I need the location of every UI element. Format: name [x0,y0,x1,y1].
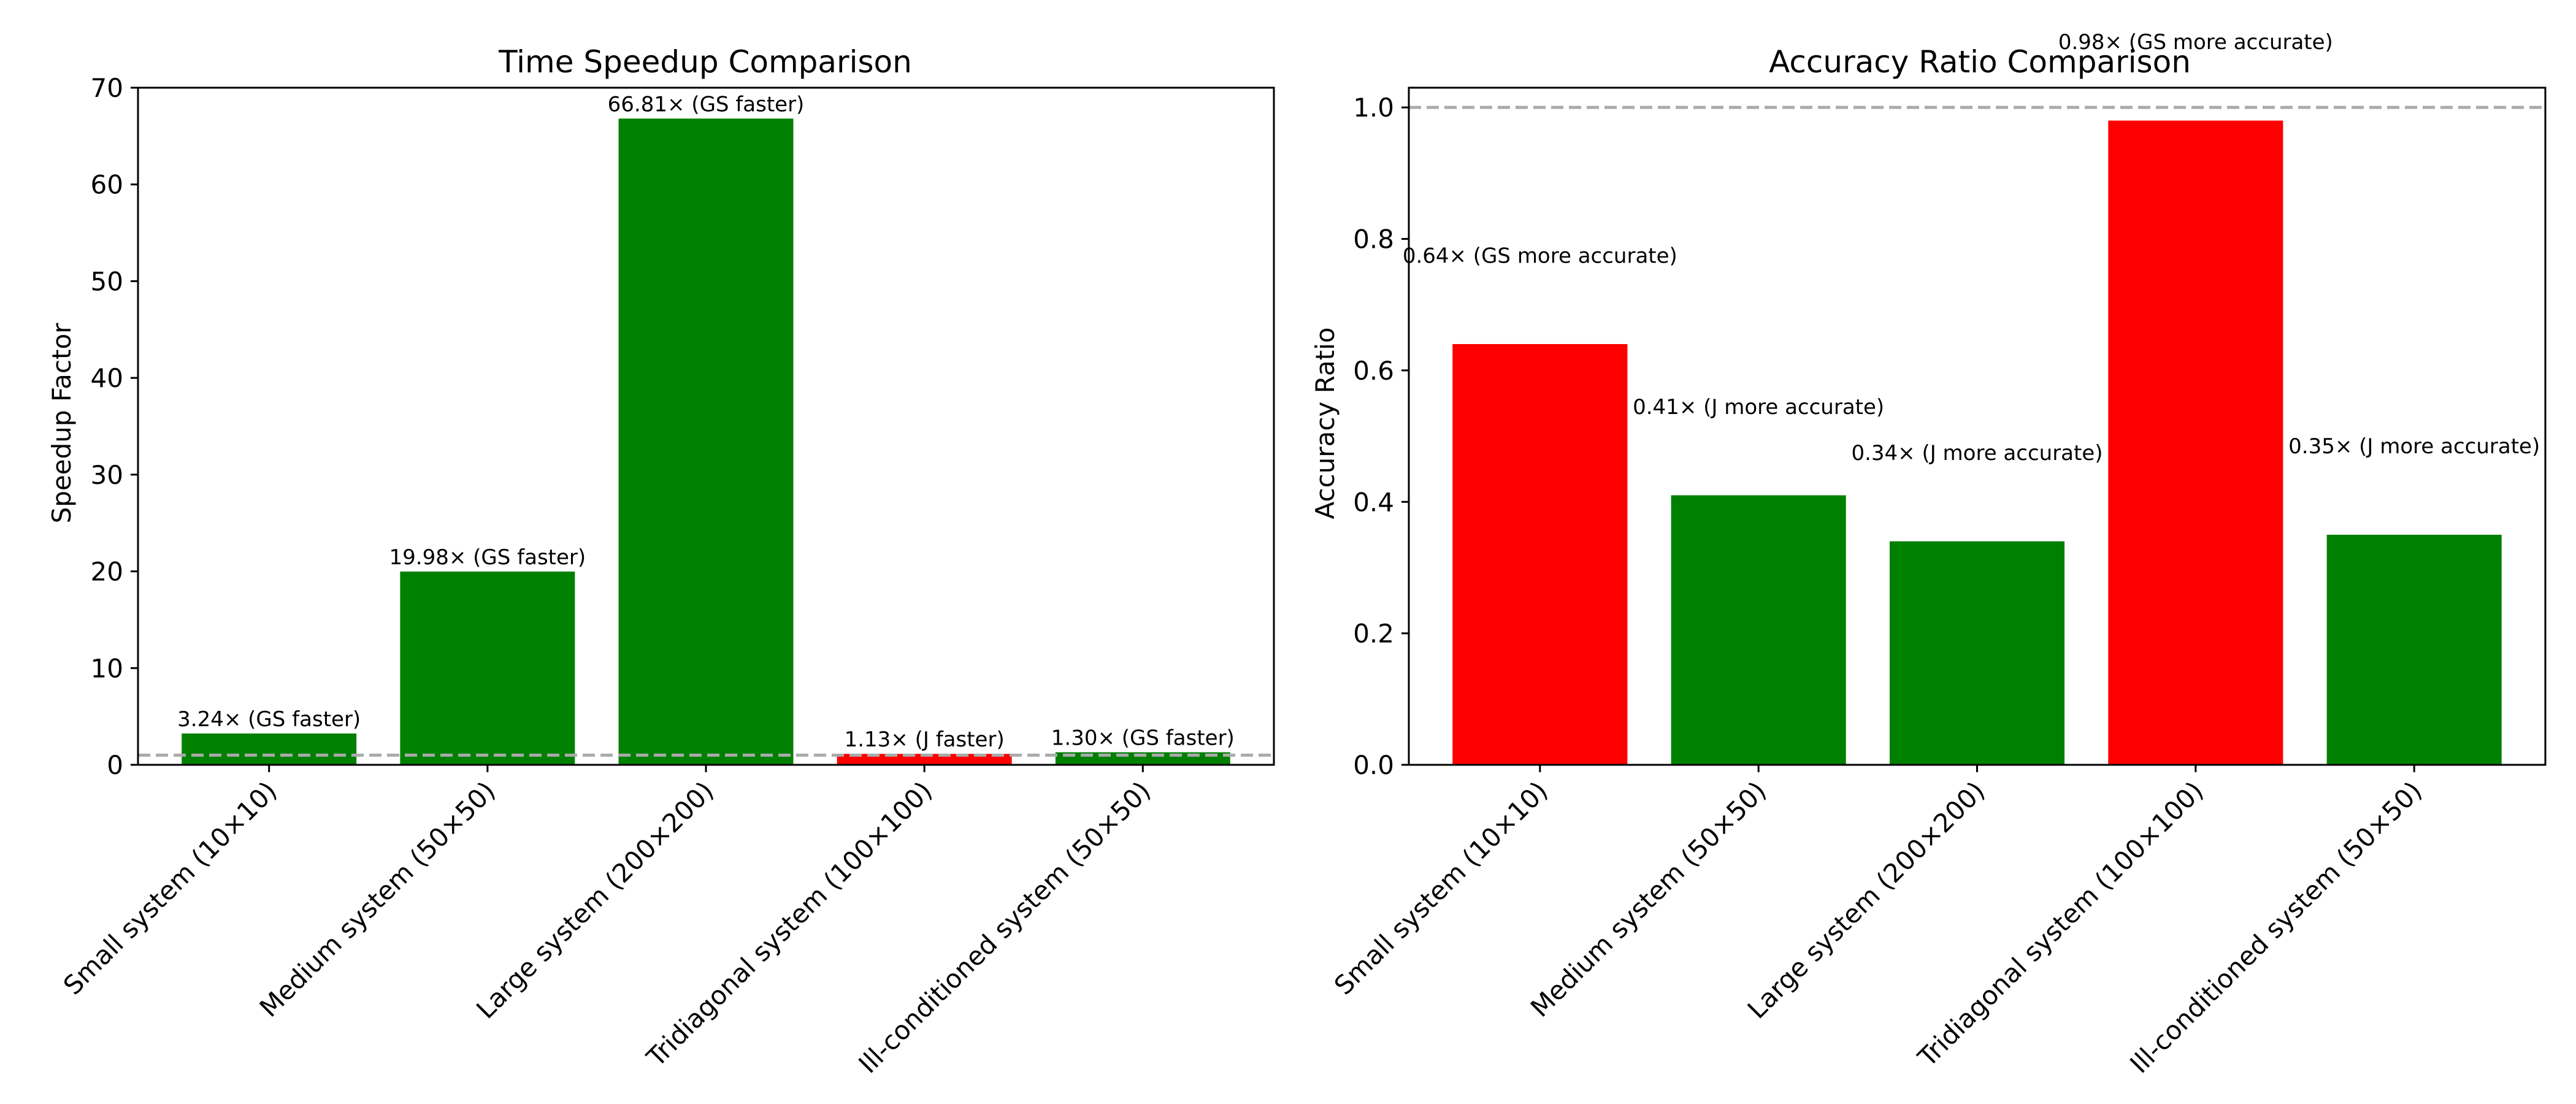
speedup-bar-1 [182,733,357,765]
speedup-y-tick-label: 60 [91,170,123,200]
accuracy-bar-3 [1889,541,2065,765]
speedup-bar-3 [618,118,794,765]
speedup-y-tick-label: 50 [91,266,123,296]
accuracy-y-tick-label: 0.6 [1353,356,1394,386]
accuracy-y-tick-label: 0.0 [1353,750,1394,780]
speedup-y-tick-label: 30 [91,460,123,490]
speedup-data-label-1: 3.24× (GS faster) [177,707,361,732]
speedup-y-tick-label: 20 [91,557,123,587]
accuracy-data-label-3: 0.34× (J more accurate) [1851,441,2103,466]
accuracy-bar-2 [1671,495,1846,765]
speedup-y-tick-label: 70 [91,73,123,103]
speedup-y-tick-label: 0 [107,750,123,780]
speedup-data-label-4: 1.13× (J faster) [845,727,1005,752]
accuracy-data-label-1: 0.64× (GS more accurate) [1403,243,1677,268]
accuracy-data-label-2: 0.41× (J more accurate) [1633,395,1884,420]
accuracy-data-label-5: 0.35× (J more accurate) [2288,434,2540,459]
accuracy-chart-title: Accuracy Ratio Comparison [1769,44,2191,80]
accuracy-y-axis-label: Accuracy Ratio [1310,328,1340,519]
accuracy-bar-4 [2108,120,2283,765]
speedup-data-label-3: 66.81× (GS faster) [608,92,805,117]
accuracy-y-tick-label: 0.2 [1353,619,1394,649]
speedup-y-tick-label: 40 [91,363,123,393]
speedup-y-tick-label: 10 [91,653,123,683]
accuracy-bar-5 [2326,534,2502,765]
speedup-chart-title: Time Speedup Comparison [498,44,912,80]
speedup-data-label-5: 1.30× (GS faster) [1051,726,1235,750]
speedup-y-axis-label: Speedup Factor [47,323,77,524]
accuracy-y-tick-label: 1.0 [1353,93,1394,123]
speedup-bar-2 [400,571,575,765]
accuracy-y-tick-label: 0.4 [1353,487,1394,517]
accuracy-data-label-4: 0.98× (GS more accurate) [2058,30,2333,55]
accuracy-y-tick-label: 0.8 [1353,224,1394,255]
accuracy-bar-1 [1452,344,1628,765]
speedup-data-label-2: 19.98× (GS faster) [389,545,586,570]
